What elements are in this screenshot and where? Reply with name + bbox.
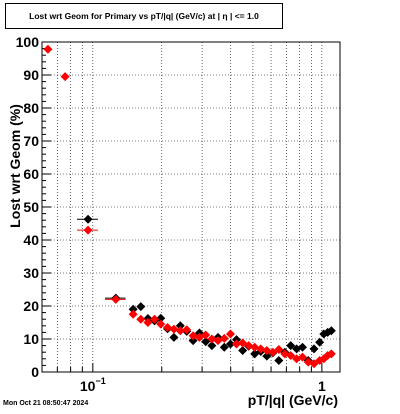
- data-point: [128, 309, 138, 319]
- data-point: [201, 330, 211, 340]
- data-point: [286, 341, 296, 351]
- data-point: [219, 342, 229, 352]
- data-point: [207, 341, 217, 351]
- data-point: [163, 322, 173, 332]
- data-point: [60, 72, 70, 82]
- series-0: [76, 214, 336, 365]
- data-point: [225, 339, 235, 349]
- data-point: [175, 326, 185, 336]
- y-tick-label: 40: [23, 232, 39, 248]
- x-tick-base: 1: [318, 378, 326, 394]
- data-point: [136, 302, 146, 312]
- data-point: [150, 314, 160, 324]
- y-tick-label: 80: [23, 100, 39, 116]
- data-point: [309, 344, 319, 354]
- x-tick-base: 10: [80, 378, 96, 394]
- data-point: [297, 352, 307, 362]
- y-tick-label: 30: [23, 265, 39, 281]
- data-point: [156, 319, 166, 329]
- grid: [42, 42, 340, 372]
- data-point: [188, 336, 198, 346]
- y-tick-label: 10: [23, 331, 39, 347]
- data-point: [262, 351, 272, 361]
- chart-title: Lost wrt Geom for Primary vs pT/|q| (GeV…: [29, 11, 259, 21]
- data-point: [274, 345, 284, 355]
- data-point: [128, 304, 138, 314]
- data-point: [111, 294, 121, 304]
- data-point: [169, 332, 179, 342]
- y-tick-label: 0: [31, 364, 39, 380]
- data-point: [219, 333, 229, 343]
- data-point: [315, 337, 325, 347]
- data-point: [83, 214, 93, 224]
- data-point: [43, 44, 53, 54]
- x-axis-label: pT/|q| (GeV/c): [248, 392, 338, 408]
- y-tick-label: 60: [23, 166, 39, 182]
- data-point: [326, 326, 336, 336]
- y-tick-label: 90: [23, 67, 39, 83]
- data-point: [274, 355, 284, 365]
- data-point: [232, 339, 242, 349]
- plot-frame: [41, 41, 341, 373]
- data-point: [326, 349, 336, 359]
- data-point: [286, 351, 296, 360]
- data-point: [225, 329, 235, 339]
- data-point: [188, 331, 198, 341]
- y-tick-label: 70: [23, 133, 39, 149]
- data-point: [143, 318, 153, 327]
- data-marks: [43, 44, 336, 369]
- series-1: [43, 44, 336, 369]
- x-tick-label: 10−1: [80, 376, 106, 394]
- data-point: [156, 313, 166, 323]
- data-point: [136, 314, 146, 324]
- x-tick-exponent: −1: [95, 376, 105, 386]
- data-point: [238, 346, 248, 356]
- data-point: [175, 321, 185, 331]
- data-point: [182, 325, 192, 335]
- timestamp: Mon Oct 21 08:50:47 2024: [3, 400, 89, 407]
- chart-title-box: Lost wrt Geom for Primary vs pT/|q| (GeV…: [5, 3, 283, 29]
- y-axis-label: Lost wrt Geom (%): [7, 104, 23, 228]
- y-tick-label: 100: [16, 34, 40, 50]
- y-tick-label: 20: [23, 298, 39, 314]
- data-point: [297, 342, 307, 352]
- x-tick-label: 1: [318, 378, 326, 394]
- y-tick-label: 50: [23, 199, 39, 215]
- data-point: [169, 324, 179, 334]
- data-point: [83, 225, 93, 235]
